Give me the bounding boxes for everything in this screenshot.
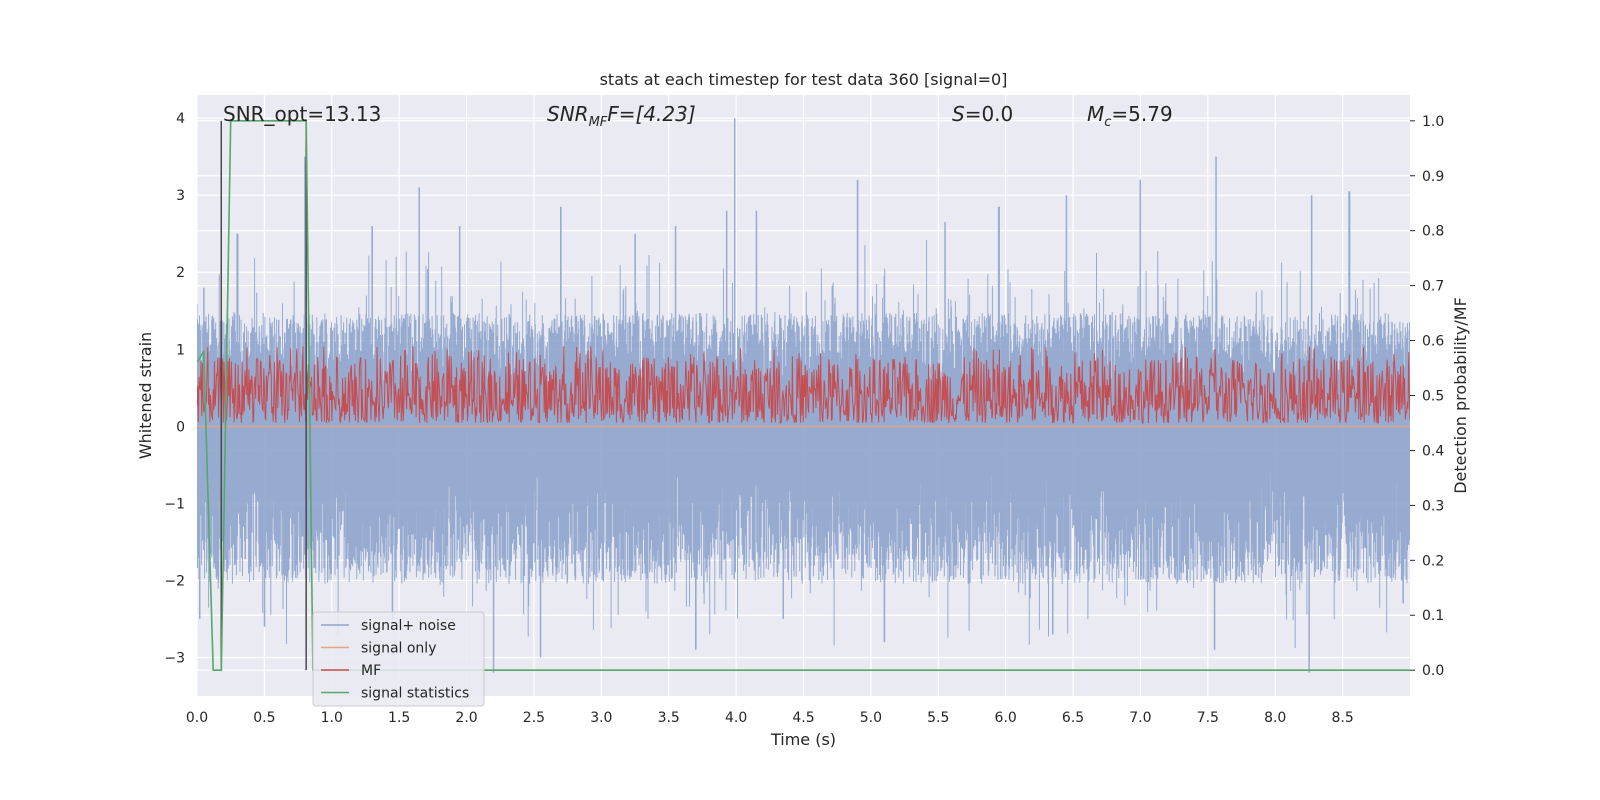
y-left-tick-label: 2 xyxy=(176,265,185,281)
x-tick-label: 1.5 xyxy=(388,710,410,726)
x-tick-label: 0.5 xyxy=(253,710,275,726)
x-tick-label: 7.0 xyxy=(1129,710,1151,726)
y-left-tick-label: 0 xyxy=(176,419,185,435)
y-axis-label-left: Whitened strain xyxy=(136,332,155,459)
y-right-tick-label: 0.1 xyxy=(1422,608,1444,624)
annotation-snr-mf: SNRMFF=[4.23] xyxy=(547,102,696,130)
x-tick-label: 5.0 xyxy=(860,710,882,726)
y-right-tick-label: 0.3 xyxy=(1422,498,1444,514)
annotation-mc-main: M xyxy=(1087,102,1104,126)
y-right-tick-label: 0.2 xyxy=(1422,553,1444,569)
legend-label: MF xyxy=(361,663,381,679)
x-axis-label: Time (s) xyxy=(770,730,836,749)
y-right-tick-label: 0.6 xyxy=(1422,334,1444,350)
annotation-snr-mf-tail: F=[4.23] xyxy=(607,102,695,126)
y-right-tick-label: 0.9 xyxy=(1422,169,1444,185)
annotation-s-main: S xyxy=(952,102,965,126)
y-right-tick-label: 0.8 xyxy=(1422,224,1444,240)
x-tick-label: 6.0 xyxy=(995,710,1017,726)
y-left-tick-label: 1 xyxy=(176,342,185,358)
x-tick-label: 2.5 xyxy=(523,710,545,726)
x-tick-label: 3.5 xyxy=(658,710,680,726)
y-axis-label-right: Detection probability/MF xyxy=(1451,297,1470,494)
y-axis-left: 4 3 2 1 0 −1 −2 −3 xyxy=(164,111,185,666)
chart-title: stats at each timestep for test data 360… xyxy=(600,70,1008,89)
legend-label: signal statistics xyxy=(361,686,469,702)
y-left-tick-label: 3 xyxy=(176,188,185,204)
annotation-s-tail: =0.0 xyxy=(965,102,1014,126)
legend: signal+ noise signal only MF signal statist… xyxy=(312,611,485,707)
y-right-tick-label: 1.0 xyxy=(1422,114,1444,130)
x-tick-label: 8.0 xyxy=(1264,710,1286,726)
x-tick-label: 3.0 xyxy=(590,710,612,726)
x-tick-label: 7.5 xyxy=(1197,710,1219,726)
legend-label: signal+ noise xyxy=(361,618,456,634)
annotation-mc: Mc=5.79 xyxy=(1087,102,1173,130)
x-tick-label: 1.0 xyxy=(321,710,343,726)
series-line-signal-noise xyxy=(197,118,1410,673)
x-tick-label: 0.0 xyxy=(186,710,208,726)
x-tick-label: 4.5 xyxy=(792,710,814,726)
y-right-tick-label: 0.5 xyxy=(1422,389,1444,405)
legend-box xyxy=(312,611,485,707)
y-right-tick-label: 0.4 xyxy=(1422,443,1444,459)
annotation-snr-opt: SNR_opt=13.13 xyxy=(223,102,381,126)
y-left-tick-label: −2 xyxy=(164,573,185,589)
x-tick-label: 5.5 xyxy=(927,710,949,726)
annotation-s: S=0.0 xyxy=(952,102,1013,126)
y-left-tick-label: −1 xyxy=(164,496,185,512)
annotation-mc-sub: c xyxy=(1104,115,1111,130)
y-left-tick-label: −3 xyxy=(164,650,185,666)
series-line-mf xyxy=(197,346,1410,424)
annotation-snr-mf-sub: MF xyxy=(589,115,608,130)
y-right-tick-label: 0.0 xyxy=(1422,663,1444,679)
annotation-snr-mf-main: SNR xyxy=(547,102,589,126)
y-axis-right: 1.0 0.9 0.8 0.7 0.6 0.5 0.4 0.3 0.2 0.1 0.0 xyxy=(1410,114,1444,679)
x-tick-label: 4.0 xyxy=(725,710,747,726)
y-left-tick-label: 4 xyxy=(176,111,185,127)
x-axis: 0.0 0.5 1.0 1.5 2.0 2.5 3.0 3.5 4.0 4.5 5.0 5.5 6.0 6… xyxy=(186,710,1354,726)
vertical-markers xyxy=(220,120,307,671)
y-right-tick-label: 0.7 xyxy=(1422,279,1444,295)
x-tick-label: 2.0 xyxy=(455,710,477,726)
x-tick-label: 8.5 xyxy=(1331,710,1353,726)
annotation-mc-tail: =5.79 xyxy=(1111,102,1172,126)
legend-label: signal only xyxy=(361,641,436,657)
x-tick-label: 6.5 xyxy=(1062,710,1084,726)
